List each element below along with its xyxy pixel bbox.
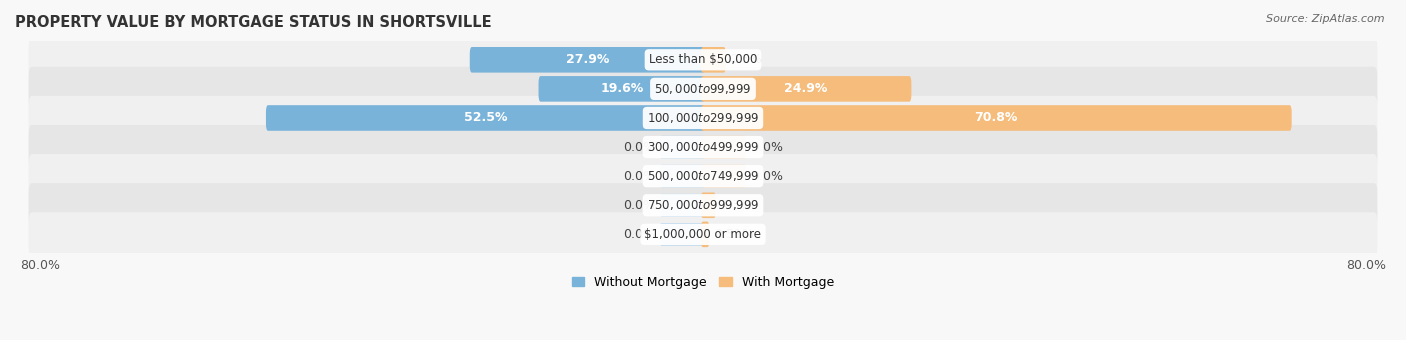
FancyBboxPatch shape <box>659 136 704 158</box>
Text: 52.5%: 52.5% <box>464 112 508 124</box>
Legend: Without Mortgage, With Mortgage: Without Mortgage, With Mortgage <box>567 271 839 294</box>
Text: 1.3%: 1.3% <box>720 199 752 212</box>
FancyBboxPatch shape <box>702 136 747 158</box>
Text: 19.6%: 19.6% <box>600 82 644 96</box>
Text: Less than $50,000: Less than $50,000 <box>648 53 758 66</box>
Text: 24.9%: 24.9% <box>785 82 828 96</box>
FancyBboxPatch shape <box>28 67 1378 111</box>
Text: 27.9%: 27.9% <box>565 53 609 66</box>
Text: 0.0%: 0.0% <box>751 140 783 154</box>
FancyBboxPatch shape <box>28 125 1378 169</box>
FancyBboxPatch shape <box>702 222 709 247</box>
FancyBboxPatch shape <box>702 165 747 187</box>
Text: 0.0%: 0.0% <box>623 199 655 212</box>
FancyBboxPatch shape <box>28 212 1378 256</box>
Text: $750,000 to $999,999: $750,000 to $999,999 <box>647 198 759 212</box>
Text: $500,000 to $749,999: $500,000 to $749,999 <box>647 169 759 183</box>
Text: 0.0%: 0.0% <box>623 228 655 241</box>
Text: $50,000 to $99,999: $50,000 to $99,999 <box>654 82 752 96</box>
Text: 0.0%: 0.0% <box>751 170 783 183</box>
Text: Source: ZipAtlas.com: Source: ZipAtlas.com <box>1267 14 1385 23</box>
FancyBboxPatch shape <box>659 194 704 217</box>
Text: $100,000 to $299,999: $100,000 to $299,999 <box>647 111 759 125</box>
Text: PROPERTY VALUE BY MORTGAGE STATUS IN SHORTSVILLE: PROPERTY VALUE BY MORTGAGE STATUS IN SHO… <box>15 15 492 30</box>
FancyBboxPatch shape <box>702 105 1292 131</box>
FancyBboxPatch shape <box>702 76 911 102</box>
FancyBboxPatch shape <box>28 154 1378 198</box>
FancyBboxPatch shape <box>702 47 725 73</box>
FancyBboxPatch shape <box>659 165 704 187</box>
FancyBboxPatch shape <box>266 105 704 131</box>
FancyBboxPatch shape <box>538 76 704 102</box>
FancyBboxPatch shape <box>470 47 704 73</box>
Text: 0.0%: 0.0% <box>623 140 655 154</box>
FancyBboxPatch shape <box>659 223 704 246</box>
FancyBboxPatch shape <box>28 38 1378 82</box>
FancyBboxPatch shape <box>28 183 1378 227</box>
FancyBboxPatch shape <box>28 96 1378 140</box>
Text: $300,000 to $499,999: $300,000 to $499,999 <box>647 140 759 154</box>
Text: 70.8%: 70.8% <box>974 112 1018 124</box>
Text: 0.51%: 0.51% <box>714 228 754 241</box>
Text: 0.0%: 0.0% <box>623 170 655 183</box>
FancyBboxPatch shape <box>702 192 716 218</box>
Text: $1,000,000 or more: $1,000,000 or more <box>644 228 762 241</box>
Text: 2.5%: 2.5% <box>730 53 762 66</box>
